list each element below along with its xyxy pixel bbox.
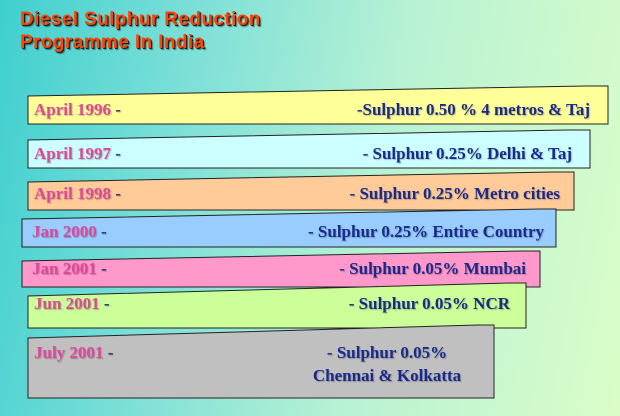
box-jun-2001 [27, 282, 527, 329]
row-date: July 2001 - [34, 343, 114, 362]
row-description: -Sulphur 0.50 % 4 metros & Taj [356, 100, 590, 119]
row-date: April 1997 - [34, 144, 121, 163]
row-date: Jan 2000 - [32, 222, 107, 241]
row-description-line-2: Chennai & Kolkatta [312, 366, 462, 385]
row-date: Jan 2001 - [32, 259, 107, 278]
row-date: Jun 2001 - [34, 294, 110, 313]
box-april-1997 [27, 129, 591, 169]
title-line-1: Diesel Sulphur Reduction [20, 9, 261, 30]
row-description: - Sulphur 0.05% Mumbai [339, 259, 526, 278]
row-description: - Sulphur 0.25% Delhi & Taj [362, 144, 572, 163]
row-description: - Sulphur 0.05% Chennai & Kolkatta [296, 343, 478, 386]
row-description-line-1: - Sulphur 0.05% [326, 343, 448, 362]
slide-title: Diesel Sulphur Reduction Programme In In… [20, 8, 261, 54]
box-july-2001 [27, 324, 495, 399]
box-april-1996 [27, 85, 609, 125]
row-date: April 1996 - [34, 100, 121, 119]
box-jan-2001 [21, 250, 541, 288]
row-description: - Sulphur 0.25% Entire Country [308, 222, 544, 241]
row-date: April 1998 - [34, 184, 121, 203]
title-line-2: Programme In India [20, 32, 205, 53]
row-description: - Sulphur 0.25% Metro cities [349, 184, 560, 203]
row-description: - Sulphur 0.05% NCR [348, 294, 510, 313]
box-april-1998 [27, 171, 575, 211]
box-jan-2000 [21, 208, 557, 248]
